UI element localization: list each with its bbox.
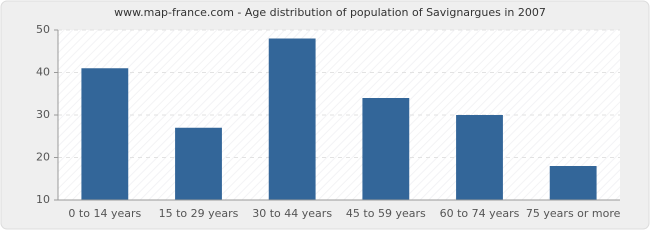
y-tick-label: 20 <box>36 151 50 164</box>
chart-title: www.map-france.com - Age distribution of… <box>114 6 546 19</box>
bar <box>456 115 503 200</box>
x-tick-label: 45 to 59 years <box>346 207 426 220</box>
y-tick-label: 10 <box>36 193 50 206</box>
y-tick-label: 50 <box>36 23 50 36</box>
bar <box>362 98 410 200</box>
y-tick-label: 30 <box>36 108 50 121</box>
x-tick-label: 0 to 14 years <box>68 207 141 220</box>
bar <box>81 68 129 200</box>
x-tick-label: 60 to 74 years <box>440 207 520 220</box>
x-tick-label: 15 to 29 years <box>159 207 239 220</box>
bar <box>175 127 222 200</box>
x-tick-label: 30 to 44 years <box>252 207 332 220</box>
bar <box>268 38 316 200</box>
bar <box>549 166 597 200</box>
page: www.map-france.com - Age distribution of… <box>0 0 650 230</box>
y-tick-label: 40 <box>36 66 50 79</box>
x-tick-label: 75 years or more <box>526 207 621 220</box>
chart: www.map-france.com - Age distribution of… <box>0 0 650 230</box>
